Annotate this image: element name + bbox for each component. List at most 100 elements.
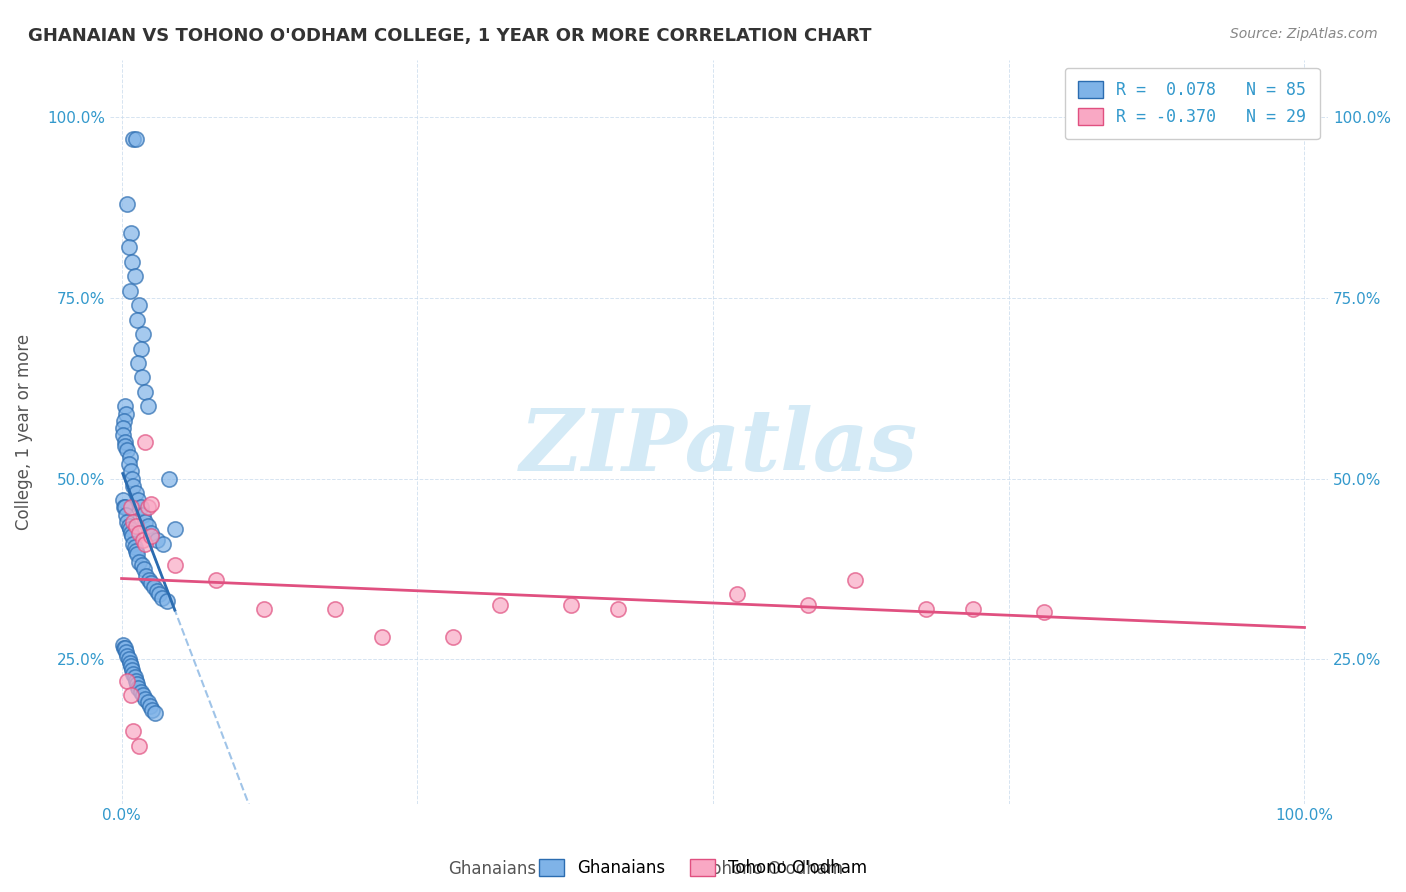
- Ghanaians: [114, 435, 136, 450]
- Ghanaians: [122, 666, 145, 681]
- Tohono O'odham: [122, 515, 145, 529]
- Ghanaians: [127, 681, 149, 695]
- Tohono O'odham: [132, 533, 155, 547]
- Tohono O'odham: [725, 587, 748, 601]
- Tohono O'odham: [141, 529, 163, 543]
- Ghanaians: [114, 500, 136, 515]
- Tohono O'odham: [205, 573, 228, 587]
- Ghanaians: [136, 400, 159, 414]
- Tohono O'odham: [607, 601, 630, 615]
- Ghanaians: [146, 533, 169, 547]
- Ghanaians: [112, 428, 135, 442]
- Ghanaians: [125, 486, 148, 500]
- Ghanaians: [124, 269, 146, 284]
- Ghanaians: [163, 522, 186, 536]
- Ghanaians: [118, 652, 141, 666]
- Ghanaians: [131, 558, 153, 573]
- Ghanaians: [139, 699, 162, 714]
- Tohono O'odham: [136, 500, 159, 515]
- Ghanaians: [121, 529, 143, 543]
- Tohono O'odham: [560, 598, 582, 612]
- Ghanaians: [148, 587, 170, 601]
- Tohono O'odham: [134, 435, 156, 450]
- Tohono O'odham: [1033, 605, 1056, 619]
- Tohono O'odham: [122, 724, 145, 739]
- Ghanaians: [143, 706, 166, 721]
- Ghanaians: [114, 439, 136, 453]
- Ghanaians: [134, 515, 156, 529]
- Ghanaians: [125, 132, 148, 146]
- Ghanaians: [135, 569, 157, 583]
- Ghanaians: [125, 548, 148, 562]
- Ghanaians: [138, 573, 160, 587]
- Ghanaians: [115, 407, 138, 421]
- Ghanaians: [136, 518, 159, 533]
- Ghanaians: [128, 298, 150, 312]
- Ghanaians: [155, 594, 177, 608]
- Ghanaians: [118, 522, 141, 536]
- Tohono O'odham: [120, 688, 142, 702]
- Ghanaians: [125, 543, 148, 558]
- Tohono O'odham: [323, 601, 346, 615]
- Ghanaians: [112, 414, 135, 428]
- Tohono O'odham: [915, 601, 938, 615]
- Ghanaians: [118, 656, 141, 670]
- Ghanaians: [129, 684, 152, 698]
- Ghanaians: [141, 703, 163, 717]
- Tohono O'odham: [134, 536, 156, 550]
- Ghanaians: [127, 493, 149, 508]
- Tohono O'odham: [371, 631, 394, 645]
- Ghanaians: [132, 562, 155, 576]
- Ghanaians: [118, 457, 141, 471]
- Ghanaians: [125, 677, 148, 691]
- Text: GHANAIAN VS TOHONO O'ODHAM COLLEGE, 1 YEAR OR MORE CORRELATION CHART: GHANAIAN VS TOHONO O'ODHAM COLLEGE, 1 YE…: [28, 27, 872, 45]
- Ghanaians: [124, 540, 146, 554]
- Ghanaians: [122, 479, 145, 493]
- Ghanaians: [134, 691, 156, 706]
- Text: Tohono O'odham: Tohono O'odham: [704, 860, 842, 878]
- Tohono O'odham: [125, 518, 148, 533]
- Tohono O'odham: [128, 739, 150, 753]
- Ghanaians: [120, 525, 142, 540]
- Ghanaians: [136, 696, 159, 710]
- Ghanaians: [142, 580, 165, 594]
- Ghanaians: [120, 226, 142, 240]
- Text: ZIPatlas: ZIPatlas: [520, 405, 918, 488]
- Ghanaians: [118, 284, 141, 298]
- Ghanaians: [114, 641, 136, 656]
- Ghanaians: [125, 312, 148, 326]
- Ghanaians: [129, 500, 152, 515]
- Tohono O'odham: [141, 497, 163, 511]
- Ghanaians: [111, 493, 134, 508]
- Ghanaians: [118, 518, 141, 533]
- Legend: R =  0.078   N = 85, R = -0.370   N = 29: R = 0.078 N = 85, R = -0.370 N = 29: [1064, 68, 1320, 139]
- Ghanaians: [111, 638, 134, 652]
- Ghanaians: [157, 472, 180, 486]
- Ghanaians: [115, 508, 138, 522]
- Ghanaians: [121, 255, 143, 269]
- Ghanaians: [141, 576, 163, 591]
- Ghanaians: [118, 450, 141, 464]
- Y-axis label: College, 1 year or more: College, 1 year or more: [15, 334, 32, 530]
- Tohono O'odham: [117, 673, 139, 688]
- Ghanaians: [120, 659, 142, 673]
- Ghanaians: [124, 670, 146, 684]
- Ghanaians: [117, 197, 139, 211]
- Ghanaians: [117, 442, 139, 457]
- Tohono O'odham: [128, 525, 150, 540]
- Ghanaians: [118, 240, 141, 254]
- Ghanaians: [141, 525, 163, 540]
- Ghanaians: [122, 132, 145, 146]
- Ghanaians: [128, 555, 150, 569]
- Ghanaians: [111, 421, 134, 435]
- Tohono O'odham: [962, 601, 984, 615]
- Text: Ghanaians: Ghanaians: [449, 860, 536, 878]
- Ghanaians: [120, 464, 142, 478]
- Ghanaians: [117, 648, 139, 663]
- Tohono O'odham: [796, 598, 818, 612]
- Ghanaians: [112, 641, 135, 656]
- Ghanaians: [114, 400, 136, 414]
- Ghanaians: [121, 472, 143, 486]
- Ghanaians: [131, 370, 153, 384]
- Tohono O'odham: [252, 601, 274, 615]
